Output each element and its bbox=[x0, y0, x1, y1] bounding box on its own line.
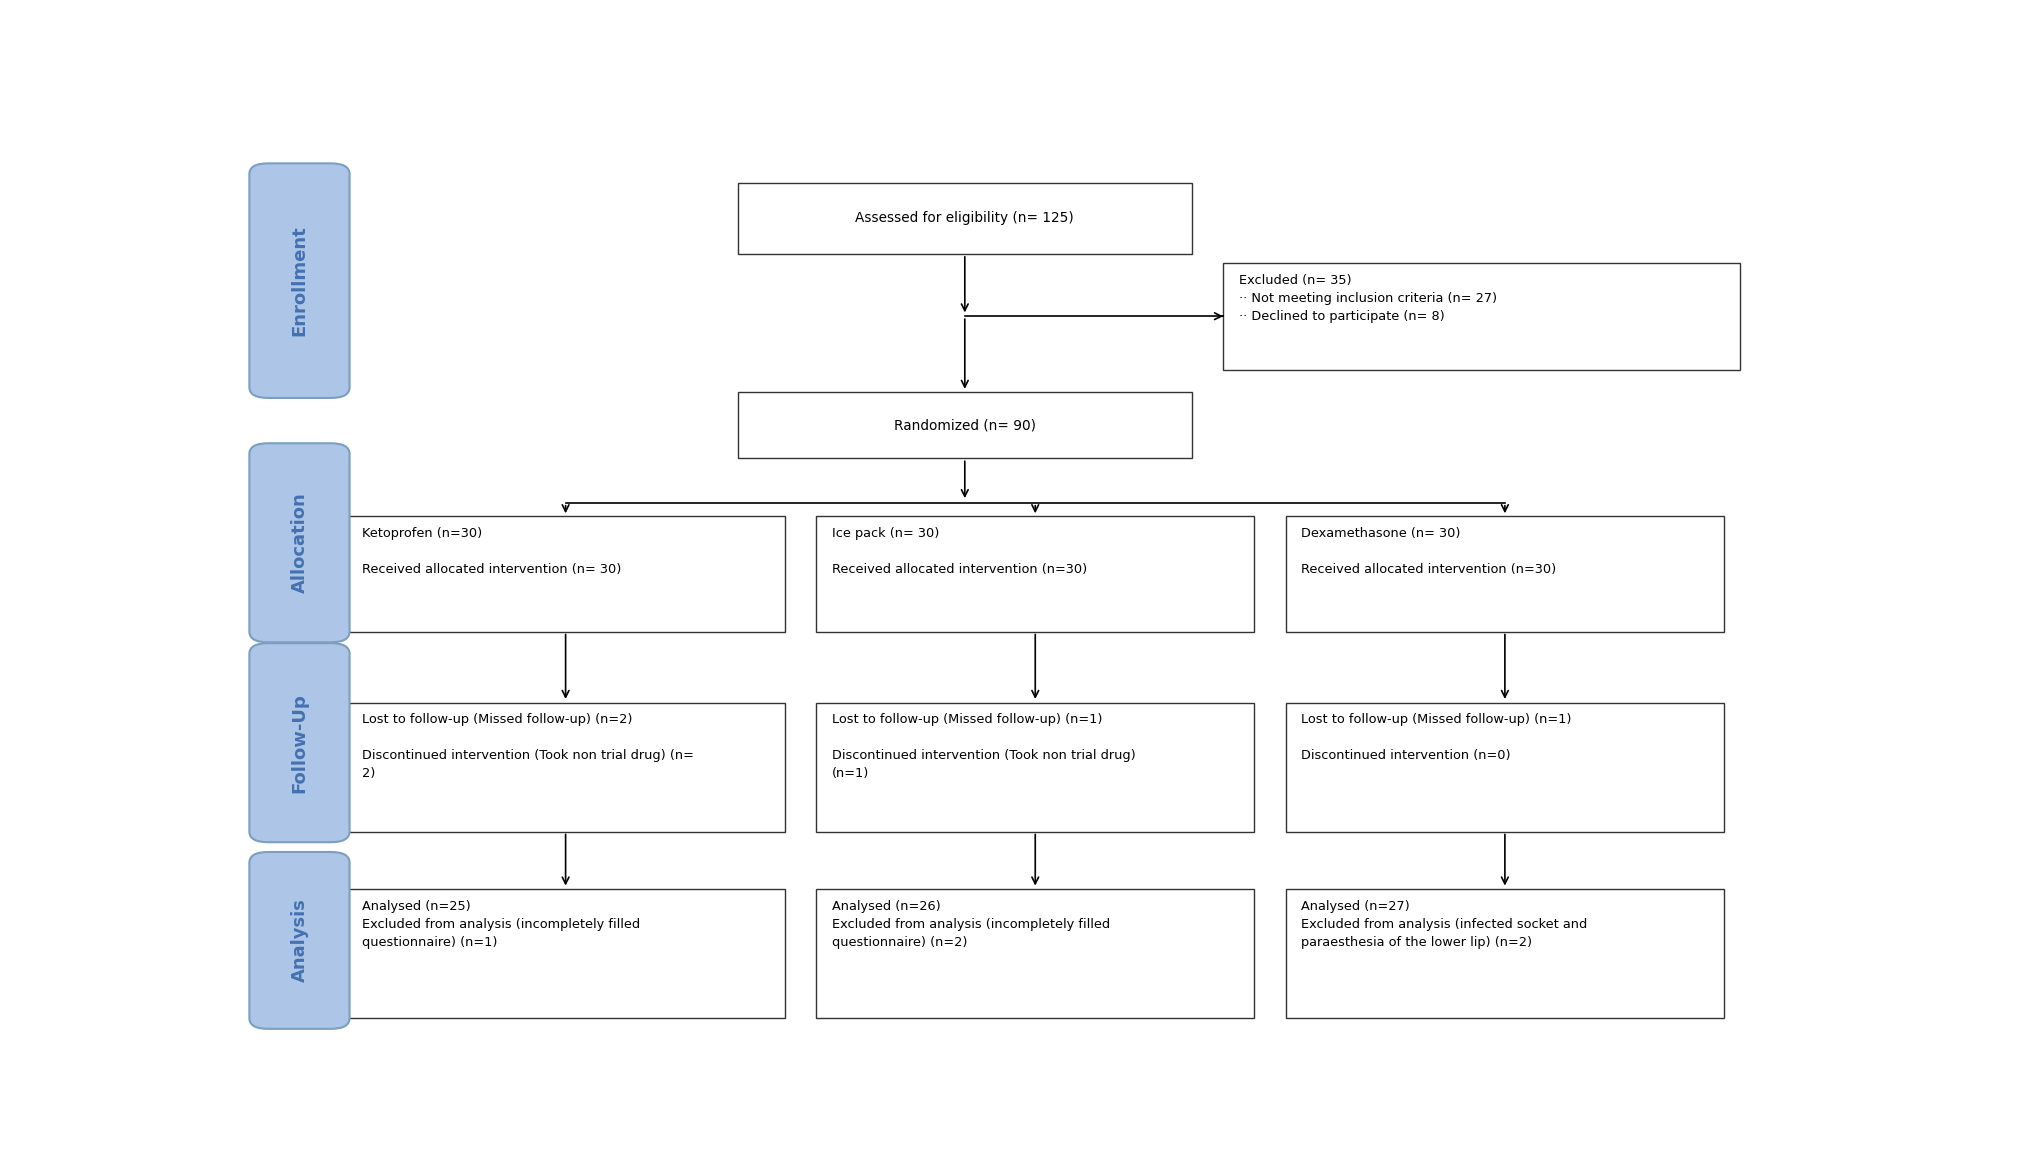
FancyBboxPatch shape bbox=[347, 516, 784, 631]
Text: Randomized (n= 90): Randomized (n= 90) bbox=[893, 418, 1036, 432]
Text: Allocation: Allocation bbox=[291, 493, 309, 593]
Text: Analysed (n=27)
Excluded from analysis (infected socket and
paraesthesia of the : Analysed (n=27) Excluded from analysis (… bbox=[1301, 900, 1588, 949]
Text: Analysed (n=25)
Excluded from analysis (incompletely filled
questionnaire) (n=1): Analysed (n=25) Excluded from analysis (… bbox=[362, 900, 640, 949]
Text: Enrollment: Enrollment bbox=[291, 225, 309, 336]
FancyBboxPatch shape bbox=[737, 391, 1192, 458]
FancyBboxPatch shape bbox=[1224, 263, 1739, 369]
FancyBboxPatch shape bbox=[248, 443, 349, 643]
Text: Follow-Up: Follow-Up bbox=[291, 692, 309, 793]
Text: Assessed for eligibility (n= 125): Assessed for eligibility (n= 125) bbox=[854, 211, 1075, 225]
Text: Lost to follow-up (Missed follow-up) (n=1)

Discontinued intervention (n=0): Lost to follow-up (Missed follow-up) (n=… bbox=[1301, 713, 1572, 763]
FancyBboxPatch shape bbox=[816, 890, 1254, 1018]
Text: Ice pack (n= 30)

Received allocated intervention (n=30): Ice pack (n= 30) Received allocated inte… bbox=[832, 526, 1087, 576]
Text: Dexamethasone (n= 30)

Received allocated intervention (n=30): Dexamethasone (n= 30) Received allocated… bbox=[1301, 526, 1557, 576]
Text: Excluded (n= 35)
·· Not meeting inclusion criteria (n= 27)
·· Declined to partic: Excluded (n= 35) ·· Not meeting inclusio… bbox=[1238, 273, 1497, 323]
FancyBboxPatch shape bbox=[1287, 703, 1725, 832]
FancyBboxPatch shape bbox=[248, 643, 349, 842]
FancyBboxPatch shape bbox=[737, 183, 1192, 254]
FancyBboxPatch shape bbox=[248, 164, 349, 398]
Text: Analysed (n=26)
Excluded from analysis (incompletely filled
questionnaire) (n=2): Analysed (n=26) Excluded from analysis (… bbox=[832, 900, 1109, 949]
Text: Lost to follow-up (Missed follow-up) (n=2)

Discontinued intervention (Took non : Lost to follow-up (Missed follow-up) (n=… bbox=[362, 713, 695, 780]
FancyBboxPatch shape bbox=[347, 703, 784, 832]
Text: Ketoprofen (n=30)

Received allocated intervention (n= 30): Ketoprofen (n=30) Received allocated int… bbox=[362, 526, 622, 576]
FancyBboxPatch shape bbox=[248, 852, 349, 1029]
FancyBboxPatch shape bbox=[1287, 516, 1725, 631]
FancyBboxPatch shape bbox=[347, 890, 784, 1018]
Text: Lost to follow-up (Missed follow-up) (n=1)

Discontinued intervention (Took non : Lost to follow-up (Missed follow-up) (n=… bbox=[832, 713, 1135, 780]
FancyBboxPatch shape bbox=[816, 516, 1254, 631]
FancyBboxPatch shape bbox=[1287, 890, 1725, 1018]
FancyBboxPatch shape bbox=[816, 703, 1254, 832]
Text: Analysis: Analysis bbox=[291, 899, 309, 982]
